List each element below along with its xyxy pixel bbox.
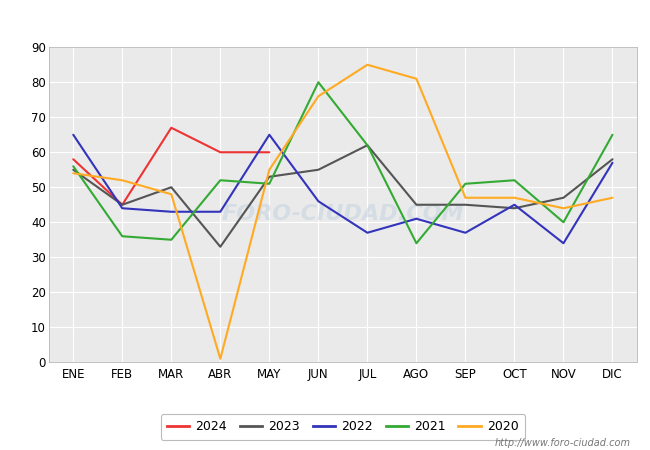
Text: http://www.foro-ciudad.com: http://www.foro-ciudad.com xyxy=(495,438,630,448)
Text: Matriculaciones de Vehiculos en Castro-Urdiales: Matriculaciones de Vehiculos en Castro-U… xyxy=(125,10,525,28)
Legend: 2024, 2023, 2022, 2021, 2020: 2024, 2023, 2022, 2021, 2020 xyxy=(161,414,525,440)
Text: FORO-CIUDAD.COM: FORO-CIUDAD.COM xyxy=(222,204,464,224)
